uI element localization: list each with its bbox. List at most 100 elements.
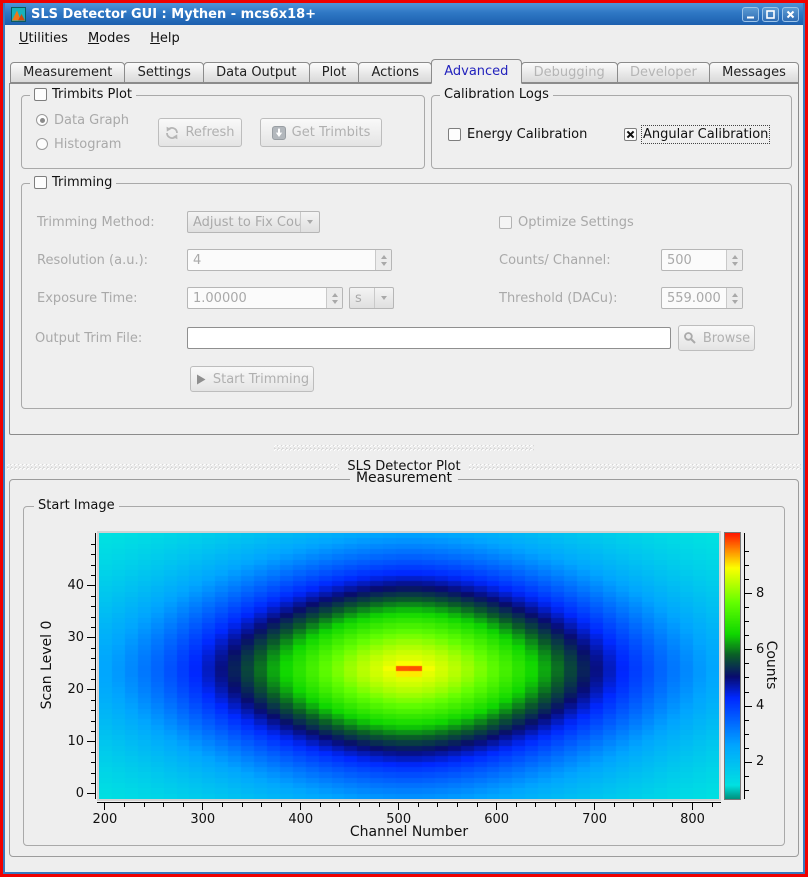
output-trim-file-label: Output Trim File: bbox=[35, 330, 143, 346]
trimbits-plot-checkbox[interactable] bbox=[34, 88, 47, 101]
x-minor-tick bbox=[456, 803, 458, 807]
y-minor-tick bbox=[91, 564, 95, 566]
title-bar[interactable]: SLS Detector GUI : Mythen - mcs6x18+ bbox=[5, 3, 803, 25]
spin-arrows-icon bbox=[726, 250, 742, 270]
menu-modes[interactable]: Modes bbox=[87, 31, 131, 46]
menu-utilities[interactable]: Utilities bbox=[19, 31, 68, 46]
splitter-handle-right[interactable] bbox=[468, 463, 802, 470]
tab-data-output[interactable]: Data Output bbox=[203, 62, 310, 83]
window-controls bbox=[742, 6, 799, 22]
trimming-group: Trimming Trimming Method: Adjust to Fix … bbox=[21, 175, 792, 409]
y-minor-tick bbox=[91, 751, 95, 753]
exposure-unit-value: s bbox=[355, 290, 362, 306]
colorbar-minor-tick bbox=[745, 719, 749, 721]
measurement-group-title: Measurement bbox=[349, 470, 459, 486]
tab-developer: Developer bbox=[616, 62, 711, 83]
colorbar-tick-label: 8 bbox=[756, 585, 765, 601]
colorbar-minor-tick bbox=[745, 733, 749, 735]
tab-advanced[interactable]: Advanced bbox=[431, 59, 522, 84]
x-minor-tick bbox=[613, 803, 615, 807]
y-minor-tick bbox=[91, 710, 95, 712]
trimming-checkbox[interactable] bbox=[34, 176, 47, 189]
start-image-frame: Start Image 200 300 400 500 600 700 800 0 10 20 30… bbox=[23, 498, 785, 846]
refresh-icon bbox=[166, 126, 179, 139]
y-minor-tick bbox=[91, 606, 95, 608]
resolution-label: Resolution (a.u.): bbox=[37, 252, 149, 268]
colorbar-minor-tick bbox=[745, 578, 749, 580]
y-minor-tick bbox=[91, 782, 95, 784]
trimming-title: Trimming bbox=[52, 175, 113, 190]
x-minor-tick bbox=[261, 803, 263, 807]
energy-calibration-option: Energy Calibration bbox=[448, 123, 587, 145]
trimming-method-label: Trimming Method: bbox=[37, 214, 155, 230]
tab-messages[interactable]: Messages bbox=[709, 62, 799, 83]
minimize-button[interactable] bbox=[742, 6, 759, 22]
x-minor-tick bbox=[221, 803, 223, 807]
energy-calibration-checkbox[interactable] bbox=[448, 127, 461, 141]
energy-calibration-label: Energy Calibration bbox=[467, 126, 588, 142]
tab-actions[interactable]: Actions bbox=[358, 62, 433, 83]
resolution-spinbox: 4 bbox=[187, 249, 392, 271]
close-button[interactable] bbox=[782, 6, 799, 22]
angular-calibration-checkbox[interactable] bbox=[624, 127, 637, 141]
x-tick-label: 300 bbox=[190, 812, 216, 827]
y-minor-tick bbox=[91, 554, 95, 556]
x-minor-tick bbox=[437, 803, 439, 807]
threshold-label: Threshold (DACu): bbox=[499, 290, 618, 306]
output-trim-file-input bbox=[187, 327, 671, 349]
advanced-tab-panel: Trimbits Plot Data Graph Histogram Refre… bbox=[9, 83, 799, 435]
spin-arrows-icon bbox=[375, 250, 391, 270]
x-minor-tick bbox=[515, 803, 517, 807]
colorbar-minor-tick bbox=[745, 747, 749, 749]
tab-plot[interactable]: Plot bbox=[308, 62, 360, 83]
heatmap-frame bbox=[97, 531, 721, 801]
browse-button: Browse bbox=[678, 325, 755, 351]
close-icon bbox=[786, 10, 795, 18]
exposure-time-value: 1.00000 bbox=[193, 290, 247, 306]
colorbar-minor-tick bbox=[745, 677, 749, 679]
resolution-value: 4 bbox=[193, 252, 202, 268]
y-tick-label: 10 bbox=[67, 733, 84, 749]
colorbar-axis-line bbox=[744, 533, 745, 799]
get-trimbits-button: Get Trimbits bbox=[260, 118, 382, 147]
heatmap-canvas[interactable] bbox=[99, 533, 719, 799]
histogram-label: Histogram bbox=[54, 136, 122, 152]
minimize-icon bbox=[747, 16, 754, 18]
app-window: SLS Detector GUI : Mythen - mcs6x18+ Uti… bbox=[3, 3, 805, 874]
x-minor-tick bbox=[319, 803, 321, 807]
refresh-button: Refresh bbox=[158, 118, 242, 147]
y-minor-tick bbox=[91, 772, 95, 774]
x-minor-tick bbox=[672, 803, 674, 807]
y-minor-tick bbox=[91, 762, 95, 764]
y-tick-label: 30 bbox=[67, 629, 84, 645]
spin-arrows-icon bbox=[326, 288, 342, 308]
start-trimming-button: Start Trimming bbox=[190, 366, 314, 392]
x-minor-tick bbox=[711, 803, 713, 807]
tab-settings[interactable]: Settings bbox=[124, 62, 205, 83]
y-minor-tick bbox=[91, 647, 95, 649]
y-major-tick bbox=[87, 585, 95, 587]
x-major-tick bbox=[300, 803, 302, 810]
counts-channel-spinbox: 500 bbox=[661, 249, 743, 271]
tab-measurement[interactable]: Measurement bbox=[10, 62, 126, 83]
data-graph-option: Data Graph bbox=[36, 109, 129, 131]
combo-arrow-icon bbox=[374, 288, 393, 308]
calibration-logs-group: Calibration Logs Energy Calibration Angu… bbox=[431, 87, 792, 169]
colorbar-minor-tick bbox=[745, 691, 749, 693]
threshold-value: 559.000 bbox=[667, 290, 721, 306]
maximize-button[interactable] bbox=[762, 6, 779, 22]
x-tick-label: 200 bbox=[92, 812, 118, 827]
x-tick-label: 600 bbox=[484, 812, 510, 827]
splitter-handle-top[interactable] bbox=[274, 445, 534, 451]
x-minor-tick bbox=[143, 803, 145, 807]
colorbar-minor-tick bbox=[745, 550, 749, 552]
colorbar-title: Counts bbox=[763, 640, 779, 690]
x-minor-tick bbox=[241, 803, 243, 807]
start-trimming-label: Start Trimming bbox=[212, 371, 310, 387]
x-minor-tick bbox=[476, 803, 478, 807]
splitter-handle-left[interactable] bbox=[7, 463, 340, 470]
browse-label: Browse bbox=[702, 330, 751, 346]
trimming-method-value: Adjust to Fix Count Level bbox=[193, 214, 300, 230]
menu-help[interactable]: Help bbox=[150, 31, 180, 46]
